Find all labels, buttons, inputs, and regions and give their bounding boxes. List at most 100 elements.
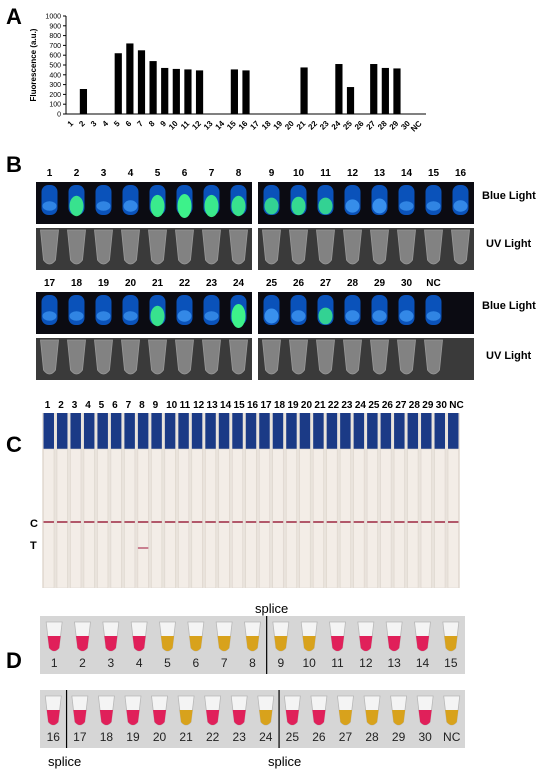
control-line <box>178 521 189 523</box>
tube-label: 17 <box>73 730 87 744</box>
bar <box>79 89 88 114</box>
tube-glow <box>69 195 84 217</box>
row1-right-uv-photo <box>258 228 474 270</box>
control-line <box>326 521 338 523</box>
strip-pad <box>137 413 149 449</box>
tube-number-label: 27 <box>319 278 332 289</box>
control-line <box>70 521 81 523</box>
tube-uv <box>67 339 86 375</box>
tube-uv <box>202 229 221 265</box>
control-line <box>353 521 365 523</box>
tube-uv <box>343 339 362 375</box>
strip-number-label: 16 <box>247 400 259 411</box>
tube-label: 6 <box>192 656 200 670</box>
tube-number-label: NC <box>426 278 441 289</box>
strip <box>258 448 270 588</box>
control-line <box>407 521 419 523</box>
tube-glow <box>399 201 414 211</box>
strip-pad <box>272 413 284 449</box>
y-tick-label: 200 <box>49 92 61 99</box>
x-tick-label: 9 <box>159 119 169 129</box>
tube-number-label: 30 <box>400 278 413 289</box>
bar <box>381 67 389 114</box>
tube-number-label: 21 <box>151 278 164 289</box>
tube-label: 22 <box>205 730 220 744</box>
row2-right-uv-photo <box>258 338 474 380</box>
strip-pad <box>299 413 311 449</box>
x-tick-label: 5 <box>112 119 122 129</box>
panel-letter-b: B <box>6 152 22 177</box>
tube-liquid <box>46 710 60 725</box>
strip-number-label: 3 <box>71 400 78 411</box>
strip-number-label: 24 <box>354 400 366 411</box>
tube-uv <box>262 339 281 375</box>
tube-glow <box>204 311 219 321</box>
tube-label: 4 <box>135 656 143 670</box>
strip-number-label: 13 <box>206 400 218 411</box>
tube-label: NC <box>443 730 461 744</box>
tube-liquid <box>302 636 316 651</box>
tube-uv <box>316 229 335 265</box>
tube-uv <box>343 229 362 265</box>
y-tick-label: 700 <box>49 43 61 50</box>
panel-letter-a: A <box>6 4 22 29</box>
tube-uv <box>397 339 416 375</box>
strip <box>137 448 149 588</box>
row2-left-blue-photo <box>36 292 252 334</box>
strip-pad <box>43 413 54 449</box>
tube-uv <box>289 229 308 265</box>
tube-uv <box>451 229 470 265</box>
strip <box>124 448 136 588</box>
strip-pad <box>164 413 176 449</box>
row1-left-blue-photo <box>36 182 252 224</box>
uv-light-label: UV Light <box>486 238 532 250</box>
strip-pad <box>56 413 68 449</box>
strip <box>285 448 297 588</box>
strip-number-label: 9 <box>152 400 159 411</box>
strip-number-label: 27 <box>395 400 407 411</box>
tube-label: 21 <box>179 730 193 744</box>
strip-pad <box>151 413 162 449</box>
strip-number-label: 8 <box>139 400 145 411</box>
strip <box>407 448 419 588</box>
tube-glow <box>204 194 219 218</box>
bar <box>114 53 122 114</box>
tube-glow <box>69 311 84 321</box>
strip <box>245 448 257 588</box>
tube-glow <box>123 311 138 321</box>
x-tick-label: NC <box>409 119 424 134</box>
tube-number-label: 1 <box>46 168 53 179</box>
tube-number-label: 12 <box>346 168 359 179</box>
tube-glow <box>264 308 279 324</box>
tube-label: 14 <box>415 656 430 670</box>
strip-pad <box>394 413 405 449</box>
tube-label: 16 <box>46 730 60 744</box>
tube-number-label: 20 <box>124 278 137 289</box>
control-line <box>286 521 297 523</box>
tube-row-1 <box>40 616 465 674</box>
tube-glow <box>177 194 192 218</box>
y-tick-label: 1000 <box>45 14 61 21</box>
strip <box>339 448 351 588</box>
row2-right-blue-photo <box>258 292 474 334</box>
bar <box>149 61 157 114</box>
strip-number-label: 30 <box>435 400 447 411</box>
control-line <box>367 521 378 523</box>
strip-pad <box>286 413 297 449</box>
strip-number-label: 18 <box>273 400 286 411</box>
tube-uv <box>289 339 308 375</box>
y-tick-label: 600 <box>49 53 61 60</box>
bar <box>393 68 401 114</box>
strip <box>191 448 203 588</box>
control-line <box>151 521 162 523</box>
tube-liquid <box>179 710 193 725</box>
bar <box>242 70 250 114</box>
strip-photo <box>42 413 460 588</box>
tube-liquid <box>365 710 379 725</box>
tube-label: 28 <box>365 730 379 744</box>
control-line <box>421 521 432 523</box>
strip-pad <box>367 413 378 449</box>
tube-glow <box>372 198 387 214</box>
strip <box>151 448 163 588</box>
control-line <box>137 521 149 523</box>
